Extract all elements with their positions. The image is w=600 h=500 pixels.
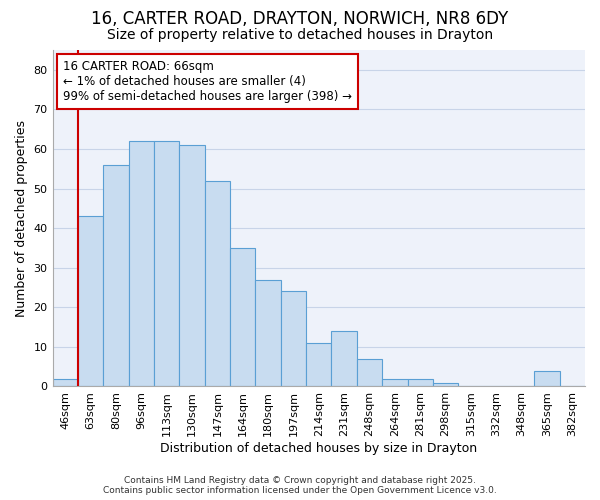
Text: Contains HM Land Registry data © Crown copyright and database right 2025.
Contai: Contains HM Land Registry data © Crown c…	[103, 476, 497, 495]
Bar	[306, 343, 331, 386]
Bar	[534, 370, 560, 386]
Text: 16 CARTER ROAD: 66sqm
← 1% of detached houses are smaller (4)
99% of semi-detach: 16 CARTER ROAD: 66sqm ← 1% of detached h…	[63, 60, 352, 103]
Bar	[53, 378, 78, 386]
Text: 16, CARTER ROAD, DRAYTON, NORWICH, NR8 6DY: 16, CARTER ROAD, DRAYTON, NORWICH, NR8 6…	[91, 10, 509, 28]
Text: Size of property relative to detached houses in Drayton: Size of property relative to detached ho…	[107, 28, 493, 42]
Bar	[281, 292, 306, 386]
Y-axis label: Number of detached properties: Number of detached properties	[15, 120, 28, 316]
Bar	[433, 382, 458, 386]
Bar	[205, 180, 230, 386]
Bar	[382, 378, 407, 386]
Bar	[78, 216, 103, 386]
Bar	[256, 280, 281, 386]
Bar	[357, 359, 382, 386]
Bar	[407, 378, 433, 386]
Bar	[230, 248, 256, 386]
Bar	[128, 141, 154, 386]
Bar	[103, 165, 128, 386]
Bar	[179, 145, 205, 386]
X-axis label: Distribution of detached houses by size in Drayton: Distribution of detached houses by size …	[160, 442, 478, 455]
Bar	[331, 331, 357, 386]
Bar	[154, 141, 179, 386]
